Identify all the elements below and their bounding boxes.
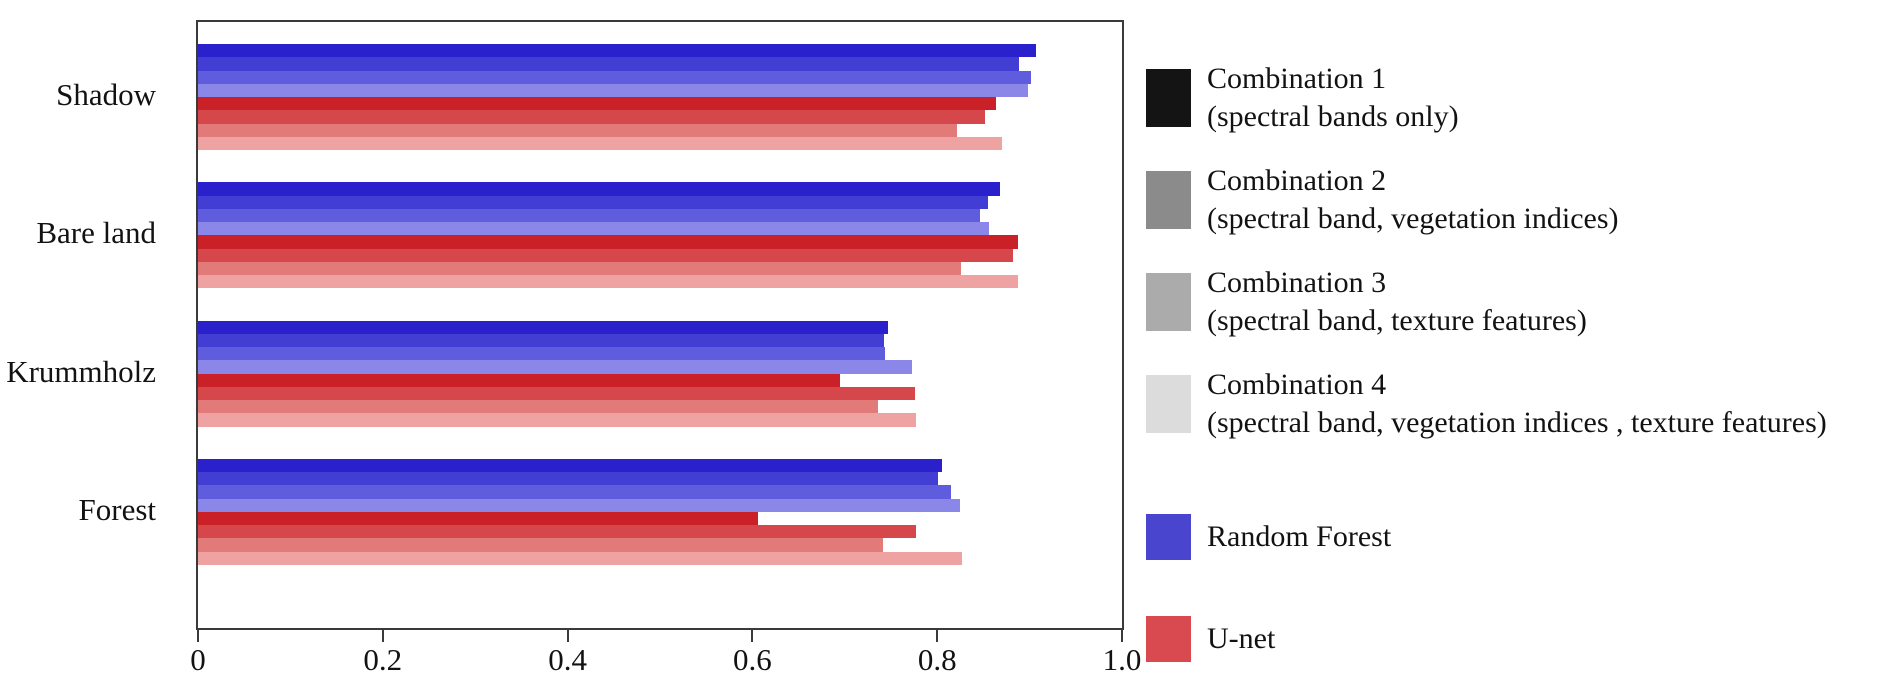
bar-shadow-series-2 (198, 57, 1020, 71)
combination-3-swatch (1146, 273, 1191, 331)
bar-forest-series-6 (198, 525, 916, 539)
bar-bare-land-series-1 (198, 182, 1001, 196)
bar-bare-land-series-2 (198, 195, 989, 209)
bar-forest-series-2 (198, 472, 939, 486)
bar-krummholz-series-8 (198, 413, 916, 427)
bar-bare-land-series-7 (198, 261, 962, 276)
u-net-label: U-net (1207, 622, 1276, 655)
bar-krummholz-series-6 (198, 386, 916, 401)
bar-forest-series-8 (198, 551, 963, 565)
bar-shadow-series-4 (198, 83, 1028, 97)
bar-krummholz-series-3 (198, 347, 885, 361)
y-axis-category-labels: Shadow Bare land Krummholz Forest (0, 20, 186, 630)
category-label-shadow: Shadow (56, 77, 156, 112)
category-label-forest: Forest (78, 491, 157, 527)
bar-krummholz-series-5 (198, 373, 841, 387)
combination-4-detail: (spectral band, vegetation indices , tex… (1207, 406, 1827, 439)
legend-item-combination-2: Combination 2 (spectral band, vegetation… (1146, 162, 1827, 238)
combination-1-label: Combination 1 (1207, 62, 1387, 95)
plot-area (196, 20, 1124, 630)
bar-forest-series-3 (198, 485, 952, 499)
x-tick-mark-0.4 (566, 630, 569, 642)
legend-item-u-net: U-net (1146, 616, 1827, 662)
x-tick-mark-0 (197, 630, 199, 642)
bar-forest-series-7 (198, 538, 883, 552)
combination-3-label: Combination 3 (1207, 266, 1387, 299)
bar-krummholz-series-2 (198, 333, 884, 348)
x-tick-label-0: 0 (190, 642, 206, 677)
combination-1-detail: (spectral bands only) (1207, 100, 1459, 133)
bar-krummholz-series-4 (198, 360, 913, 374)
random-forest-swatch (1146, 514, 1191, 560)
x-tick-label-0.2: 0.2 (363, 642, 403, 677)
bar-forest-series-4 (198, 498, 961, 512)
legend-item-combination-1: Combination 1 (spectral bands only) (1146, 60, 1827, 136)
category-label-bare-land: Bare land (36, 215, 156, 251)
combination-2-swatch (1146, 171, 1191, 229)
combination-2-label: Combination 2 (1207, 164, 1387, 197)
bar-bare-land-series-6 (198, 248, 1013, 262)
u-net-swatch (1146, 616, 1191, 662)
random-forest-label: Random Forest (1207, 520, 1392, 553)
combination-4-label: Combination 4 (1207, 368, 1387, 401)
x-tick-mark-1.0 (1121, 630, 1123, 642)
combination-3-detail: (spectral band, texture features) (1207, 304, 1587, 337)
bar-krummholz-series-1 (198, 320, 889, 334)
x-tick-label-0.4: 0.4 (548, 642, 587, 677)
bar-shadow-series-3 (198, 70, 1031, 84)
x-tick-label-1.0: 1.0 (1102, 642, 1142, 677)
combination-1-swatch (1146, 69, 1191, 127)
bar-bare-land-series-5 (198, 235, 1018, 249)
combination-2-detail: (spectral band, vegetation indices) (1207, 202, 1619, 235)
bar-bare-land-series-8 (198, 275, 1018, 289)
legend-item-random-forest: Random Forest (1146, 514, 1827, 560)
bar-forest-series-5 (198, 511, 758, 526)
combination-4-swatch (1146, 375, 1191, 433)
category-label-krummholz: Krummholz (6, 353, 156, 389)
bar-shadow-series-8 (198, 136, 1002, 150)
bar-forest-series-1 (198, 458, 942, 473)
legend-item-combination-4: Combination 4 (spectral band, vegetation… (1146, 366, 1827, 442)
bar-bare-land-series-3 (198, 208, 980, 223)
legend: Combination 1 (spectral bands only) Comb… (1146, 60, 1827, 662)
bar-krummholz-series-7 (198, 400, 879, 414)
x-tick-mark-0.2 (381, 630, 384, 642)
x-tick-label-0.6: 0.6 (733, 642, 772, 677)
x-tick-mark-0.8 (936, 630, 939, 642)
bar-shadow-series-1 (198, 44, 1037, 58)
x-tick-label-0.8: 0.8 (917, 642, 957, 677)
x-tick-mark-0.6 (751, 630, 754, 642)
bar-bare-land-series-4 (198, 222, 989, 236)
legend-item-combination-3: Combination 3 (spectral band, texture fe… (1146, 264, 1827, 340)
bar-shadow-series-6 (198, 110, 986, 124)
bar-shadow-series-7 (198, 123, 957, 137)
bar-shadow-series-5 (198, 97, 997, 111)
